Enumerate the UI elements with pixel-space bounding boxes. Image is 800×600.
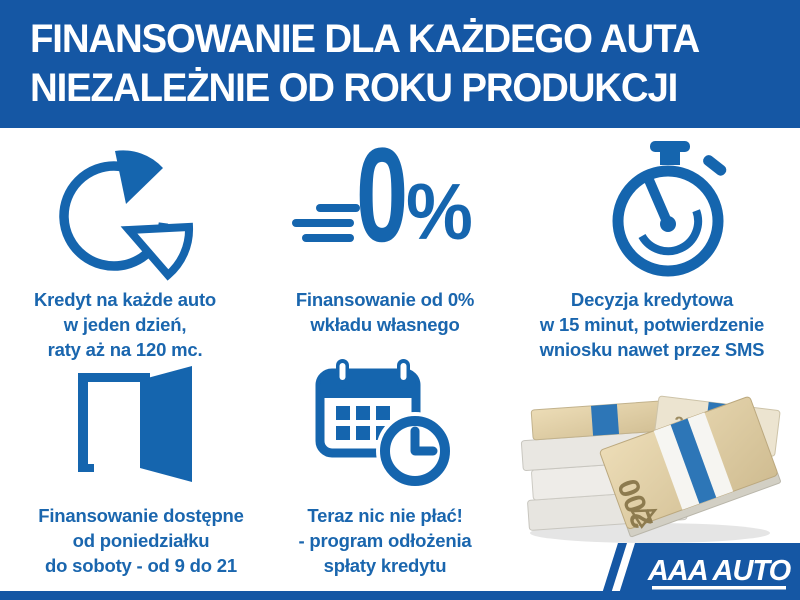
zero-percent-icon: 0 %	[290, 129, 490, 268]
caption-line: spłaty kredytu	[323, 555, 447, 576]
speed-lines-icon	[292, 204, 360, 242]
money-banknotes-image: 200 200	[520, 395, 781, 543]
calendar-clock-icon	[315, 359, 454, 490]
percent-sign: %	[406, 167, 473, 256]
caption-line: Finansowanie od 0%	[295, 289, 475, 310]
banner-line-1: FINANSOWANIE DLA KAŻDEGO AUTA	[30, 17, 700, 61]
caption-line: Decyzja kredytowa	[570, 289, 734, 310]
banner-line-2: NIEZALEŻNIE OD ROKU PRODUKCJI	[30, 66, 678, 110]
caption-line: wkładu własnego	[310, 314, 460, 335]
caption-line: w jeden dzień,	[63, 314, 187, 335]
pie-chart-icon	[59, 150, 194, 281]
caption-line: raty aż na 120 mc.	[47, 339, 203, 360]
caption-zero-percent: Finansowanie od 0% wkładu własnego	[260, 287, 510, 337]
caption-line: w 15 minut, potwierdzenie	[539, 314, 765, 335]
caption-line: - program odłożenia	[298, 530, 472, 551]
caption-line: Teraz nic nie płać!	[307, 505, 463, 526]
caption-line: Kredyt na każde auto	[33, 289, 217, 310]
open-door-icon	[78, 366, 192, 482]
caption-decision: Decyzja kredytowa w 15 minut, potwierdze…	[518, 287, 786, 362]
caption-credit: Kredyt na każde auto w jeden dzień, raty…	[15, 287, 235, 362]
aaa-auto-logo-text: AAA AUTO	[647, 555, 792, 587]
aaa-auto-logo: AAA AUTO	[600, 543, 800, 600]
stopwatch-icon	[612, 141, 727, 277]
caption-line: Finansowanie dostępne	[38, 505, 244, 526]
banner: FINANSOWANIE DLA KAŻDEGO AUTA NIEZALEŻNI…	[0, 0, 800, 128]
zero-digit: 0	[356, 121, 409, 270]
caption-line: wniosku nawet przez SMS	[539, 339, 765, 360]
bottom-bar	[0, 591, 800, 600]
caption-line: do soboty - od 9 do 21	[45, 555, 237, 576]
caption-line: od poniedziałku	[72, 530, 210, 551]
caption-deferral: Teraz nic nie płać! - program odłożenia …	[266, 503, 504, 578]
caption-availability: Finansowanie dostępne od poniedziałku do…	[15, 503, 267, 578]
